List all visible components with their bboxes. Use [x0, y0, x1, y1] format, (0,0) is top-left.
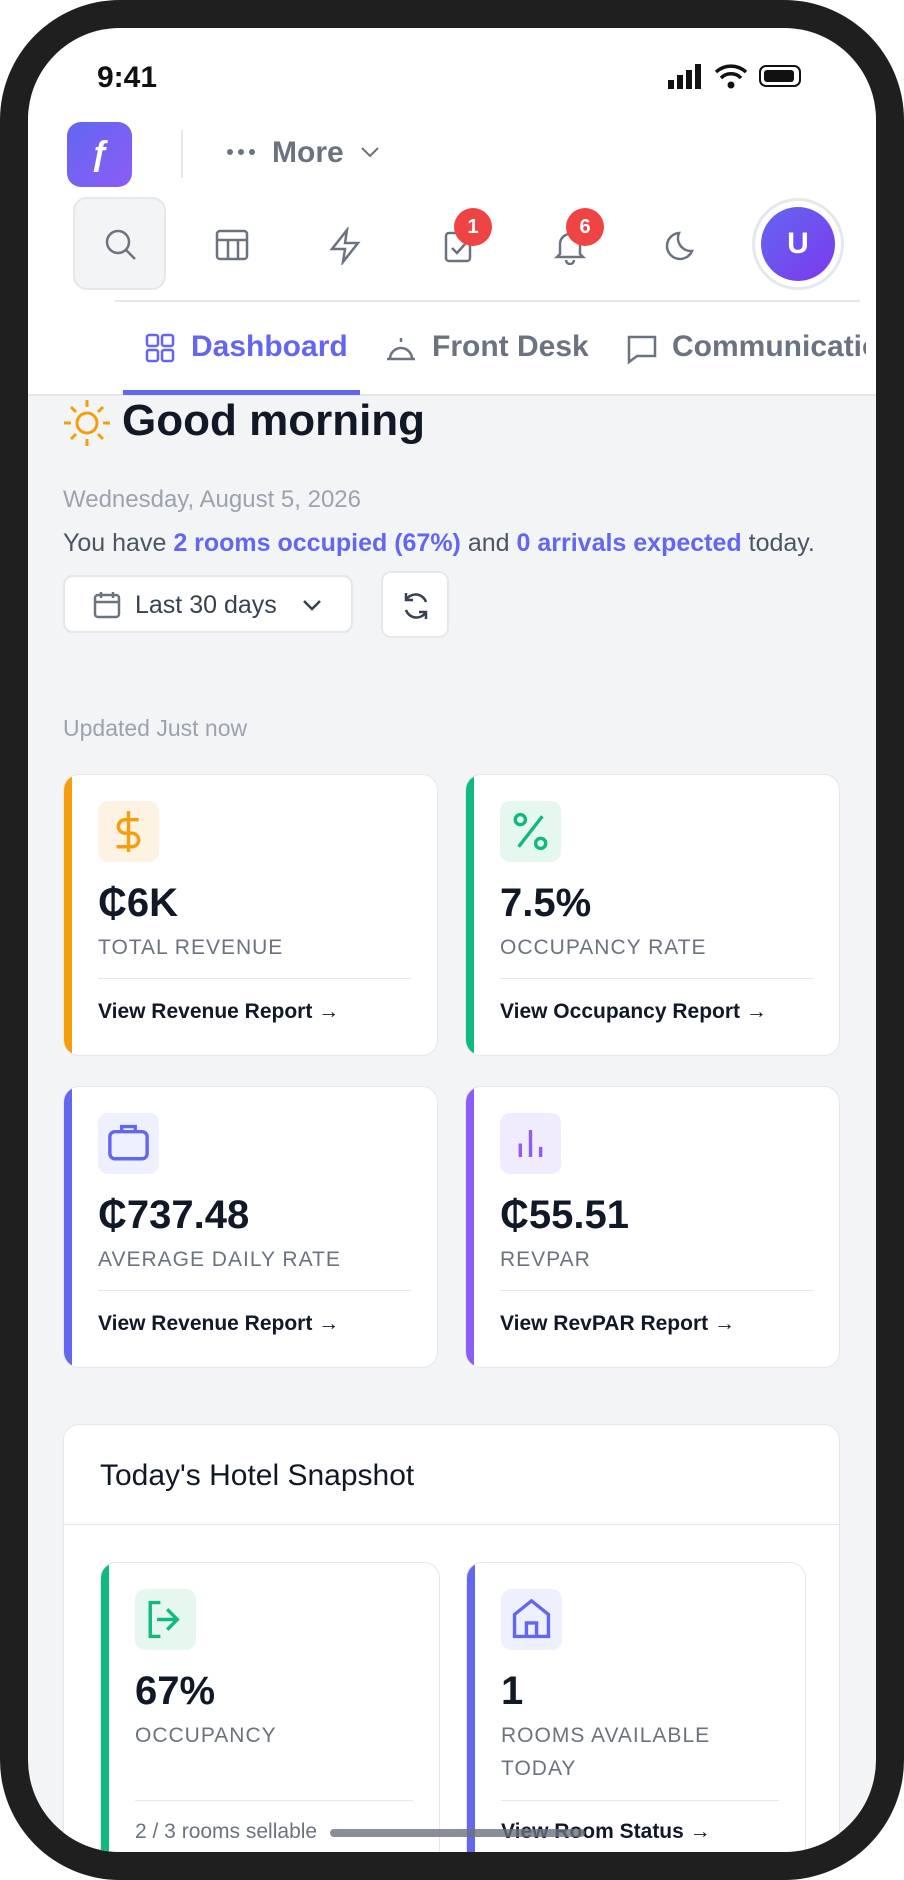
kpi-link[interactable]: View RevPAR Report →	[500, 1312, 735, 1335]
link[interactable]: 0 arrivals expected	[516, 529, 742, 557]
greeting-date: Wednesday, August 5, 2026	[63, 486, 361, 513]
home-indicator	[330, 1829, 585, 1837]
kpi-value: ₵6K	[98, 881, 179, 925]
tab-icon	[145, 333, 175, 363]
more-menu[interactable]: More	[272, 136, 344, 169]
icon	[148, 1600, 180, 1639]
icon-box	[501, 1589, 562, 1650]
snapshot-title: Today's Hotel Snapshot	[100, 1459, 415, 1492]
tab-icon	[627, 335, 657, 365]
more-dots	[227, 149, 255, 155]
divider	[500, 1290, 813, 1291]
link[interactable]: 2 rooms occupied (67%)	[173, 529, 461, 557]
logo[interactable]: ƒ	[67, 122, 132, 187]
snapshot-link[interactable]: View Room Status →	[501, 1820, 711, 1843]
snapshot-label: ROOMS AVAILABLE TODAY	[501, 1724, 711, 1780]
kpi-link[interactable]: View Revenue Report →	[98, 1312, 340, 1335]
avatar-initial: U	[761, 207, 835, 281]
kpi-card: ₵737.48 AVERAGE DAILY RATE View Revenue Re…	[63, 1086, 438, 1368]
notifications-badge: 6	[566, 208, 604, 246]
snapshot-card: 1 ROOMS AVAILABLE TODAY View Room Status →	[466, 1562, 806, 1852]
separator	[115, 300, 860, 302]
tab[interactable]: Communications	[672, 330, 866, 363]
accent-bar	[64, 775, 72, 1055]
tasks-badge: 1	[454, 208, 492, 246]
grid-button[interactable]	[214, 227, 250, 263]
accent-bar	[466, 1087, 474, 1367]
accent-bar	[64, 1087, 72, 1367]
icon-box	[98, 1113, 159, 1174]
tab[interactable]: Dashboard	[191, 330, 348, 363]
kpi-card: 7.5% OCCUPANCY RATE View Occupancy Report …	[465, 774, 840, 1056]
theme-button[interactable]	[665, 227, 701, 265]
kpi-value: ₵737.48	[98, 1193, 250, 1237]
divider	[98, 978, 411, 979]
kpi-value: ₵55.51	[500, 1193, 629, 1237]
kpi-label: OCCUPANCY RATE	[500, 936, 707, 959]
snapshot-value: 1	[501, 1669, 524, 1713]
status-time: 9:41	[97, 61, 158, 94]
accent-bar	[466, 775, 474, 1055]
filter-label: Last 30 days	[135, 591, 277, 619]
tab-indicator	[123, 390, 360, 395]
kpi-label: REVPAR	[500, 1248, 591, 1271]
screen: 9:41 ƒ More 1 6 U Dashboard Front Desk C…	[28, 28, 876, 1852]
kpi-value: 7.5%	[500, 881, 592, 925]
text: and	[467, 529, 510, 557]
divider	[98, 1290, 411, 1291]
tab-icon	[387, 338, 415, 361]
divider	[64, 1524, 839, 1525]
icon-box	[500, 801, 561, 862]
refresh-button[interactable]	[381, 571, 449, 638]
snapshot-label: OCCUPANCY	[135, 1724, 277, 1747]
divider	[135, 1800, 413, 1801]
kpi-link[interactable]: View Occupancy Report →	[500, 1000, 767, 1023]
icon-box	[500, 1113, 561, 1174]
search-button[interactable]	[73, 197, 166, 290]
header: 9:41 ƒ More 1 6 U Dashboard Front Desk C…	[28, 28, 876, 396]
icon	[513, 812, 548, 851]
accent-bar	[467, 1563, 475, 1852]
greeting-summary: You have 2 rooms occupied (67%) and 0 ar…	[63, 529, 815, 558]
kpi-label: AVERAGE DAILY RATE	[98, 1248, 341, 1271]
icon	[108, 1124, 149, 1161]
chevron	[361, 147, 379, 158]
divider	[500, 978, 813, 979]
kpi-label: TOTAL REVENUE	[98, 936, 284, 959]
icon-box	[98, 801, 159, 862]
snapshot-value: 67%	[135, 1669, 216, 1713]
tab[interactable]: Front Desk	[432, 330, 589, 363]
divider	[501, 1800, 779, 1801]
sun-icon	[64, 400, 110, 446]
icon	[518, 1129, 543, 1158]
kpi-card: ₵55.51 REVPAR View RevPAR Report →	[465, 1086, 840, 1368]
kpi-link[interactable]: View Revenue Report →	[98, 1000, 340, 1023]
snapshot-footer: 2 / 3 rooms sellable	[135, 1820, 318, 1843]
text: today.	[748, 529, 815, 557]
icon	[512, 1598, 551, 1639]
icon	[116, 811, 141, 852]
bolt-button[interactable]	[327, 227, 363, 265]
avatar[interactable]: U	[752, 198, 844, 290]
status-icons	[668, 64, 801, 89]
updated-time: Updated Just now	[63, 715, 248, 741]
icon-box	[135, 1589, 196, 1650]
divider	[181, 130, 183, 178]
kpi-card: ₵6K TOTAL REVENUE View Revenue Report →	[63, 774, 438, 1056]
greeting-title: Good morning	[122, 396, 426, 445]
accent-bar	[101, 1563, 109, 1852]
snapshot-card: 67% OCCUPANCY 2 / 3 rooms sellable	[100, 1562, 440, 1852]
snapshot-panel: Today's Hotel Snapshot 67% OCCUPANCY 2 / 3…	[63, 1424, 840, 1852]
text: You have	[63, 529, 167, 557]
date-filter[interactable]: Last 30 days	[63, 575, 353, 633]
